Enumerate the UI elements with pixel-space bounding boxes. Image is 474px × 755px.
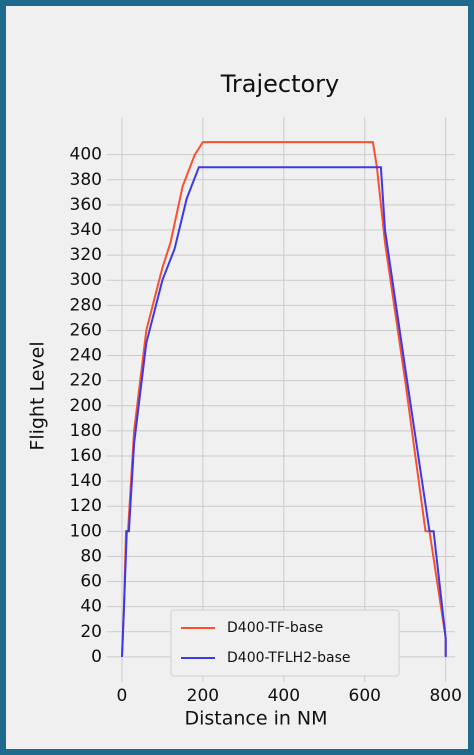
- y-tick-label: 160: [70, 446, 102, 466]
- legend-box: [170, 609, 400, 677]
- legend: D400-TF-base D400-TFLH2-base: [170, 609, 400, 677]
- x-tick-label: 200: [187, 686, 219, 706]
- y-axis-label: Flight Level: [27, 341, 49, 450]
- y-tick-label: 300: [70, 270, 102, 290]
- legend-label: D400-TF-base: [227, 620, 323, 636]
- x-tick-label: 0: [117, 686, 128, 706]
- line: [121, 166, 447, 657]
- x-tick-label: 600: [349, 686, 381, 706]
- y-tick-label: 60: [80, 572, 102, 592]
- y-tick-label: 20: [80, 622, 102, 642]
- y-tick-label: 40: [80, 597, 102, 617]
- x-axis-label: Distance in NM: [184, 708, 327, 730]
- y-tick-label: 280: [70, 295, 102, 315]
- y-tick-label: 380: [70, 170, 102, 190]
- y-tick-label: 80: [80, 546, 102, 566]
- y-tick-label: 360: [70, 195, 102, 215]
- y-tick-label: 400: [70, 145, 102, 165]
- y-tick-label: 140: [70, 471, 102, 491]
- chart: Trajectory Distance in NM Flight Level 0…: [27, 70, 462, 730]
- x-tick-label: 400: [268, 686, 300, 706]
- legend-label: D400-TFLH2-base: [227, 650, 351, 666]
- y-tick-label: 0: [91, 647, 102, 667]
- chart-title: Trajectory: [220, 70, 340, 98]
- x-tick-label: 800: [429, 686, 461, 706]
- y-tick-label: 180: [70, 421, 102, 441]
- y-tick-label: 100: [70, 521, 102, 541]
- y-tick-label: 240: [70, 346, 102, 366]
- y-tick-label: 120: [70, 496, 102, 516]
- y-tick-label: 200: [70, 396, 102, 416]
- y-tick-label: 260: [70, 320, 102, 340]
- y-tick-label: 340: [70, 220, 102, 240]
- y-tick-label: 220: [70, 371, 102, 391]
- y-tick-label: 320: [70, 245, 102, 265]
